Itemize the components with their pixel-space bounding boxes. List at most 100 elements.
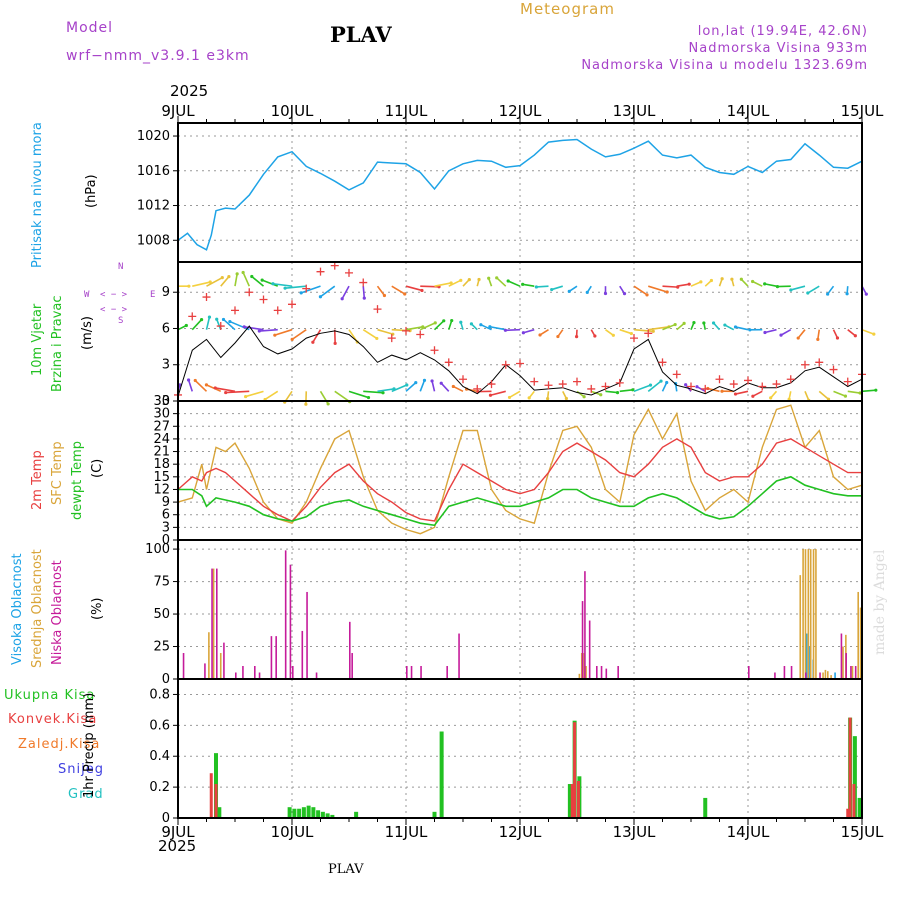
wind-barb [363,390,384,394]
wind-barb-head [611,333,615,337]
wind-barb [419,380,426,392]
wind-barb-head [207,315,212,319]
wind-barb-head [763,282,767,286]
legend-snow: Snijeg [58,762,104,777]
wind-barb [752,280,763,287]
wind-barb [191,319,203,331]
wind-barb-head [414,381,418,385]
wind-barb-head [271,282,275,286]
wind-barb-head [422,378,427,382]
wind-barb-head [651,329,655,333]
wind-barb [225,390,250,394]
wind-gust-marker [687,382,695,391]
wind-barb [780,328,792,336]
wind-barb [334,390,351,403]
wind-gust-marker [601,382,610,391]
pressure-ytick-label: 1008 [137,233,170,248]
wind-barb-head [538,333,542,337]
wind-barb-head [796,336,800,340]
pressure-ytick-label: 1016 [137,164,170,179]
wind-barb-head [864,292,868,296]
wind-barb-head [403,292,407,296]
wind-barb [440,382,450,392]
wind-gust-marker [843,377,852,386]
total-precip-bar [292,808,297,818]
wind-barb [291,329,307,341]
wind-barb-head [858,391,862,395]
model-name: wrf−nmm_v3.9.1 e3km [66,48,250,64]
wind-ytick-label: 6 [162,321,170,336]
wind-barb-head [215,317,219,321]
wind-barb-head [593,334,597,338]
temperature-ytick-label: 6 [162,508,170,523]
temperature-ytick-label: 12 [153,482,170,497]
wind-barb-head [695,385,699,389]
wind-gust-marker [758,382,767,391]
pressure-line [177,138,863,251]
wind-barb [551,285,563,291]
wind-gust-marker [715,375,724,384]
time-label-top: 10JUL [271,102,314,120]
conv-precip-bar [573,722,577,818]
wind-barb [215,387,236,393]
wind-barb [633,328,654,333]
wind-barb [377,388,395,393]
conv-precip-bar [852,784,856,818]
wind-barb [405,382,417,392]
wind-gust-marker [430,346,439,355]
wind-barb [764,283,777,287]
time-label-bottom: 14JUL [727,823,770,841]
compass-arrow-bot: < − > [100,305,128,315]
wind-barb [690,281,702,287]
wind-barb-head [213,386,217,390]
wind-barb-head [382,293,387,298]
time-label-top: 14JUL [727,102,770,120]
compass-arrow-top: < − > [100,290,128,300]
precip-ytick-label: 0 [162,811,170,826]
wind-barb-head [629,331,633,336]
wind-barb-head [503,328,508,332]
wind-barb [807,285,820,294]
wind-barb [633,384,651,393]
wind-barb [448,279,462,287]
lonlat-info: lon,lat (19.94E, 42.6N) [697,24,868,39]
wind-barb [319,285,336,298]
sfc-temp-line [177,404,863,535]
wind-barb-head [250,274,254,279]
wind-barb-head [816,337,820,341]
wind-barb [187,379,194,392]
wind-barb-head [340,297,344,301]
temperature-ytick-label: 3 [162,520,170,535]
wind-barb-head [845,292,849,296]
wind-barb [405,326,423,331]
wind-barb-head [488,393,493,397]
wind-barb-head [585,290,589,294]
wind-barb-head [242,325,246,329]
wind-barb [662,323,676,331]
wind-barb-head [451,384,455,389]
wind-barb [833,390,846,397]
model-elevation-info: Nadmorska Visina u modelu 1323.69m [581,58,868,73]
wind-barb-head [682,321,686,325]
conv-precip-bar [846,808,850,818]
total-precip-bar [325,813,330,818]
wind-barb-head [469,322,474,326]
conv-precip-bar [209,773,213,818]
cloud-ytick-label: 25 [153,640,170,655]
wind-barb [490,390,506,396]
precip-frame [177,678,863,819]
temperature-ytick-label: 18 [153,457,170,472]
legend-conv-precip: Konvek.Kisa [8,712,98,727]
wind-gust-marker [701,384,710,393]
wind-barb-head [631,388,635,392]
wind-barb-head [405,383,409,387]
wind-barb-head [521,282,525,286]
wind-barb-head [711,321,716,325]
wind-barb [376,285,386,296]
wind-barb [818,390,830,400]
wind-barb-head [467,278,471,282]
wind-barb-head [366,395,371,400]
legend-total-precip: Ukupna Kisa [4,688,96,703]
wind-barb [234,273,238,287]
